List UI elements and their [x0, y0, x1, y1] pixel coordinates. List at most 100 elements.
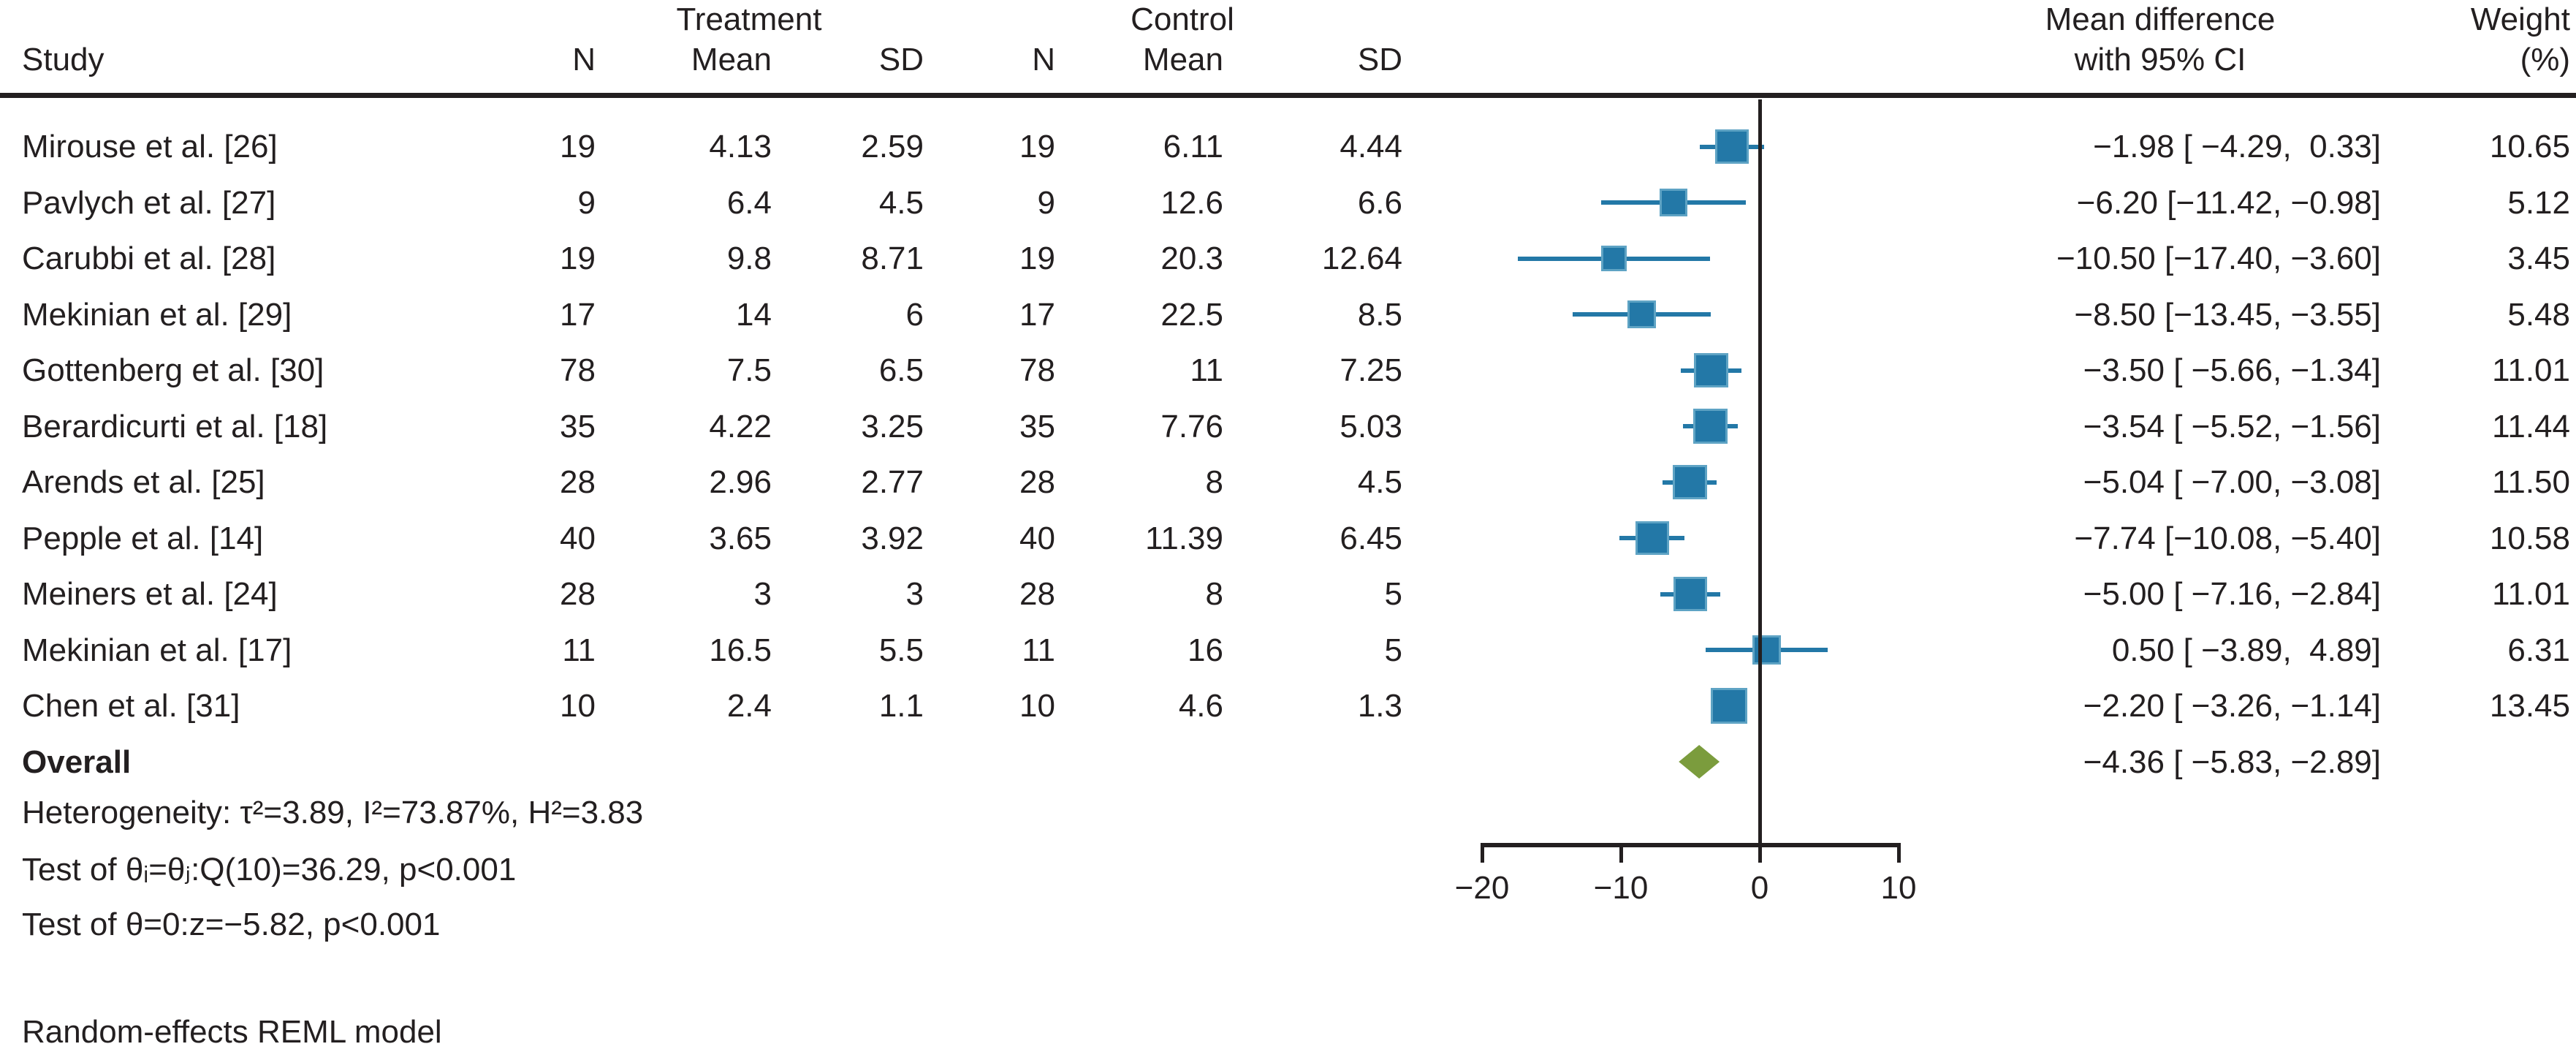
mean-difference-header-line1: Mean difference [2045, 1, 2276, 37]
x-axis-tick [1896, 843, 1901, 863]
treatment-group-header: Treatment [676, 1, 822, 37]
control-mean-value: 6.11 [1163, 129, 1223, 164]
effect-size-marker [1627, 300, 1656, 329]
study-name: Gottenberg et al. [30] [22, 352, 324, 388]
weight-value: 3.45 [2507, 241, 2570, 276]
control-mean-value: 12.6 [1160, 184, 1223, 221]
study-name: Meiners et al. [24] [22, 576, 278, 612]
table-row: Arends et al. [25] 28 2.96 2.77 28 8 4.5… [0, 454, 2576, 510]
table-row: Carubbi et al. [28] 19 9.8 8.71 19 20.3 … [0, 230, 2576, 287]
study-name: Arends et al. [25] [22, 464, 265, 500]
study-name: Mekinian et al. [29] [22, 296, 292, 333]
control-sd-value: 6.6 [1357, 184, 1402, 221]
control-n-value: 9 [1037, 184, 1055, 221]
study-name: Pepple et al. [14] [22, 520, 264, 556]
control-mean-value: 8 [1205, 576, 1223, 612]
treatment-mean-value: 2.4 [726, 688, 772, 724]
ci-text: −5.04 [ −7.00, −3.08] [2083, 464, 2381, 500]
weight-value: 11.01 [2492, 576, 2570, 612]
control-mean-value: 22.5 [1160, 296, 1223, 333]
weight-value: 5.12 [2507, 184, 2570, 221]
treatment-n-value: 10 [560, 688, 596, 724]
treatment-n-value: 78 [560, 352, 596, 388]
treatment-sd-column-header: SD [878, 42, 924, 77]
control-n-value: 40 [1019, 520, 1055, 556]
treatment-sd-value: 8.71 [861, 241, 924, 276]
treatment-sd-value: 1.1 [878, 688, 924, 724]
treatment-mean-value: 2.96 [709, 464, 772, 500]
treatment-sd-value: 6.5 [878, 352, 924, 388]
x-axis-line [1482, 843, 1901, 847]
treatment-sd-value: 4.5 [878, 184, 924, 221]
weight-value: 10.65 [2489, 129, 2570, 164]
effect-size-marker [1752, 635, 1782, 665]
treatment-mean-value: 3.65 [709, 520, 772, 556]
treatment-n-value: 28 [560, 464, 596, 500]
weight-header-line1: Weight [2470, 1, 2570, 37]
treatment-sd-value: 3.92 [861, 520, 924, 556]
weight-value: 6.31 [2507, 632, 2570, 668]
control-sd-value: 4.44 [1340, 129, 1402, 164]
treatment-n-value: 35 [560, 408, 596, 444]
study-name: Mirouse et al. [26] [22, 129, 278, 164]
control-sd-value: 7.25 [1340, 352, 1402, 388]
ci-text: −7.74 [−10.08, −5.40] [2074, 520, 2381, 556]
study-column-header: Study [22, 42, 105, 77]
ci-text: 0.50 [ −3.89, 4.89] [2111, 632, 2381, 668]
control-mean-value: 7.76 [1160, 408, 1223, 444]
treatment-mean-value: 6.4 [726, 184, 772, 221]
table-row: Mekinian et al. [29] 17 14 6 17 22.5 8.5… [0, 287, 2576, 343]
control-group-header: Control [1131, 1, 1234, 37]
study-name: Pavlych et al. [27] [22, 184, 276, 221]
control-sd-value: 12.64 [1321, 241, 1402, 276]
control-n-value: 17 [1019, 296, 1055, 333]
control-sd-value: 5.03 [1340, 408, 1402, 444]
control-sd-value: 5 [1384, 576, 1402, 612]
overall-label: Overall [22, 743, 132, 780]
heterogeneity-stats: Heterogeneity: τ²=3.89, I²=73.87%, H²=3.… [22, 795, 644, 830]
effect-size-marker [1693, 409, 1728, 444]
study-name: Berardicurti et al. [18] [22, 408, 328, 444]
control-n-value: 19 [1019, 241, 1055, 276]
weight-value: 11.50 [2492, 464, 2570, 500]
ci-text: −1.98 [ −4.29, 0.33] [2093, 129, 2381, 164]
weight-value: 11.44 [2492, 408, 2570, 444]
weight-value: 10.58 [2489, 520, 2570, 556]
ci-text: −10.50 [−17.40, −3.60] [2056, 241, 2381, 276]
control-mean-value: 11.39 [1145, 520, 1223, 556]
effect-size-marker [1672, 464, 1707, 500]
control-n-value: 35 [1019, 408, 1055, 444]
z-test-stats: Test of θ=0:z=−5.82, p<0.001 [22, 907, 441, 942]
treatment-sd-value: 2.59 [861, 129, 924, 164]
zero-reference-line [1758, 99, 1762, 845]
control-sd-value: 4.5 [1357, 464, 1402, 500]
ci-text: −5.00 [ −7.16, −2.84] [2083, 576, 2381, 612]
treatment-mean-value: 16.5 [709, 632, 772, 668]
overall-ci-text: −4.36 [ −5.83, −2.89] [2083, 743, 2381, 780]
treatment-sd-value: 3 [905, 576, 924, 612]
weight-value: 13.45 [2489, 688, 2570, 724]
table-row: Mirouse et al. [26] 19 4.13 2.59 19 6.11… [0, 118, 2576, 175]
control-mean-value: 20.3 [1160, 241, 1223, 276]
x-axis-tick-label: 10 [1880, 870, 1917, 906]
overall-row: Overall −4.36 [ −5.83, −2.89] [0, 734, 2576, 790]
control-mean-value: 8 [1205, 464, 1223, 500]
effect-size-marker [1711, 687, 1747, 724]
effect-size-marker [1635, 521, 1669, 555]
treatment-mean-value: 14 [736, 296, 772, 333]
control-n-value: 11 [1022, 632, 1055, 668]
treatment-n-value: 19 [560, 129, 596, 164]
x-axis-tick [1619, 843, 1623, 863]
treatment-mean-value: 7.5 [726, 352, 772, 388]
control-sd-value: 8.5 [1357, 296, 1402, 333]
control-n-value: 19 [1019, 129, 1055, 164]
table-row: Pepple et al. [14] 40 3.65 3.92 40 11.39… [0, 510, 2576, 567]
treatment-n-value: 11 [562, 632, 596, 668]
treatment-sd-value: 3.25 [861, 408, 924, 444]
table-row: Meiners et al. [24] 28 3 3 28 8 5 −5.00 … [0, 566, 2576, 622]
control-n-value: 28 [1019, 576, 1055, 612]
control-mean-value: 16 [1188, 632, 1223, 668]
control-n-value: 10 [1019, 688, 1055, 724]
treatment-n-value: 9 [577, 184, 596, 221]
